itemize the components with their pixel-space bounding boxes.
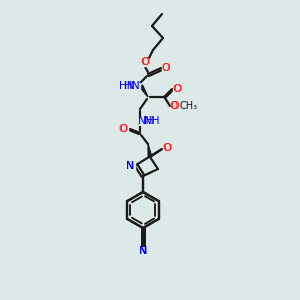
Text: O: O: [141, 57, 149, 67]
Text: O: O: [119, 124, 127, 134]
Bar: [139, 118, 153, 124]
Text: O: O: [162, 63, 170, 73]
Text: N: N: [126, 161, 134, 171]
Bar: [118, 125, 127, 133]
Bar: [161, 64, 170, 71]
Text: O: O: [141, 57, 149, 67]
Polygon shape: [148, 144, 152, 157]
Bar: [178, 103, 200, 110]
Text: O: O: [172, 84, 182, 94]
Text: O: O: [162, 63, 170, 73]
Bar: [163, 145, 172, 152]
Text: NH: NH: [144, 116, 160, 126]
Text: O: O: [170, 101, 178, 111]
Text: N: N: [126, 161, 134, 171]
Text: N: N: [139, 246, 147, 256]
Text: O: O: [163, 143, 171, 153]
Text: O: O: [173, 84, 181, 94]
Text: N: N: [139, 246, 147, 256]
Text: O: O: [171, 101, 179, 111]
Bar: [170, 103, 179, 110]
Text: N: N: [139, 246, 147, 256]
Text: NH: NH: [138, 116, 154, 126]
Text: O: O: [118, 124, 127, 134]
Text: CH₃: CH₃: [180, 101, 198, 111]
Bar: [124, 82, 140, 89]
Polygon shape: [140, 85, 148, 97]
Bar: [140, 58, 149, 65]
Text: HN: HN: [119, 81, 135, 91]
Bar: [172, 85, 182, 92]
Bar: [125, 163, 134, 170]
Text: O: O: [163, 143, 171, 153]
Text: HN: HN: [124, 81, 140, 91]
Bar: [139, 248, 148, 254]
